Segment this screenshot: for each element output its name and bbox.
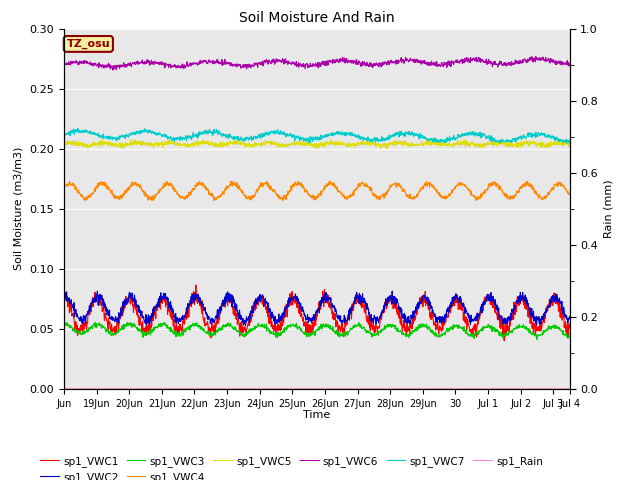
sp1_VWC2 <box>275 320 283 326</box>
Line: sp1_VWC3: sp1_VWC3 <box>64 322 570 339</box>
Text: TZ_osu: TZ_osu <box>67 39 110 49</box>
sp1_VWC2 <box>349 304 356 310</box>
sp1_VWC3 <box>294 324 302 330</box>
sp1_VWC7 <box>294 133 302 139</box>
sp1_VWC6 <box>109 67 116 73</box>
Line: sp1_VWC6: sp1_VWC6 <box>64 57 570 70</box>
sp1_VWC1 <box>275 326 283 332</box>
Y-axis label: Rain (mm): Rain (mm) <box>604 180 613 238</box>
sp1_VWC3 <box>124 319 131 325</box>
sp1_VWC3 <box>275 333 283 338</box>
sp1_VWC2 <box>93 288 101 294</box>
sp1_VWC7 <box>275 131 283 136</box>
sp1_VWC7 <box>348 132 356 138</box>
sp1_VWC5 <box>423 137 431 143</box>
sp1_VWC2 <box>286 295 294 301</box>
sp1_VWC5 <box>60 140 68 145</box>
sp1_VWC4 <box>148 198 156 204</box>
sp1_VWC4 <box>275 195 283 201</box>
sp1_VWC1 <box>566 321 573 327</box>
sp1_VWC6 <box>294 60 302 65</box>
sp1_VWC5 <box>99 141 107 146</box>
Line: sp1_VWC7: sp1_VWC7 <box>64 129 570 143</box>
sp1_VWC2 <box>60 295 68 300</box>
sp1_VWC7 <box>74 126 82 132</box>
sp1_VWC4 <box>326 178 334 184</box>
sp1_VWC7 <box>60 128 68 134</box>
sp1_VWC6 <box>566 62 573 68</box>
sp1_VWC6 <box>348 58 356 63</box>
sp1_VWC1 <box>192 282 200 288</box>
sp1_VWC4 <box>99 182 107 188</box>
sp1_VWC4 <box>60 186 68 192</box>
sp1_VWC5 <box>566 139 573 145</box>
sp1_VWC5 <box>294 140 302 146</box>
sp1_VWC5 <box>275 144 282 150</box>
sp1_VWC1 <box>120 308 127 314</box>
sp1_VWC4 <box>349 191 356 197</box>
sp1_VWC3 <box>285 324 293 329</box>
sp1_VWC2 <box>100 296 108 302</box>
sp1_Rain <box>294 386 302 392</box>
sp1_VWC3 <box>60 321 68 326</box>
sp1_VWC1 <box>294 308 302 313</box>
sp1_VWC5 <box>382 146 390 152</box>
sp1_VWC3 <box>120 324 127 330</box>
sp1_VWC3 <box>348 326 356 332</box>
Legend: sp1_VWC1, sp1_VWC2, sp1_VWC3, sp1_VWC4, sp1_VWC5, sp1_VWC6, sp1_VWC7, sp1_Rain: sp1_VWC1, sp1_VWC2, sp1_VWC3, sp1_VWC4, … <box>36 452 547 480</box>
sp1_Rain <box>285 386 293 392</box>
sp1_Rain <box>99 386 107 392</box>
sp1_VWC6 <box>275 58 283 63</box>
sp1_VWC6 <box>532 54 540 60</box>
sp1_Rain <box>348 386 356 392</box>
sp1_VWC5 <box>285 143 293 149</box>
Line: sp1_VWC1: sp1_VWC1 <box>64 285 570 341</box>
sp1_VWC7 <box>100 131 108 137</box>
sp1_VWC3 <box>533 336 541 342</box>
sp1_VWC2 <box>242 323 250 328</box>
Title: Soil Moisture And Rain: Soil Moisture And Rain <box>239 11 395 25</box>
sp1_VWC7 <box>120 134 128 140</box>
sp1_VWC7 <box>285 132 293 138</box>
sp1_VWC6 <box>120 61 128 67</box>
sp1_Rain <box>275 386 282 392</box>
sp1_VWC1 <box>348 301 356 307</box>
sp1_VWC1 <box>500 338 508 344</box>
Line: sp1_VWC2: sp1_VWC2 <box>64 291 570 325</box>
sp1_VWC4 <box>566 191 573 197</box>
sp1_VWC6 <box>60 62 68 68</box>
sp1_VWC3 <box>566 334 573 340</box>
sp1_VWC2 <box>295 299 303 304</box>
sp1_VWC7 <box>496 140 504 146</box>
Line: sp1_VWC5: sp1_VWC5 <box>64 140 570 149</box>
sp1_VWC1 <box>285 297 293 303</box>
sp1_Rain <box>60 386 68 392</box>
Line: sp1_VWC4: sp1_VWC4 <box>64 181 570 201</box>
sp1_VWC5 <box>348 142 356 147</box>
Y-axis label: Soil Moisture (m3/m3): Soil Moisture (m3/m3) <box>14 147 24 271</box>
sp1_VWC3 <box>99 324 107 330</box>
sp1_Rain <box>120 386 127 392</box>
sp1_VWC1 <box>60 297 68 302</box>
sp1_VWC4 <box>294 182 302 188</box>
X-axis label: Time: Time <box>303 410 330 420</box>
sp1_VWC7 <box>566 137 573 143</box>
sp1_VWC6 <box>285 60 293 65</box>
sp1_Rain <box>566 386 573 392</box>
sp1_VWC4 <box>285 188 293 193</box>
sp1_VWC5 <box>120 144 127 150</box>
sp1_VWC4 <box>120 191 127 196</box>
sp1_VWC1 <box>99 305 107 311</box>
sp1_VWC6 <box>99 64 107 70</box>
sp1_VWC2 <box>566 313 573 319</box>
sp1_VWC2 <box>120 302 128 308</box>
